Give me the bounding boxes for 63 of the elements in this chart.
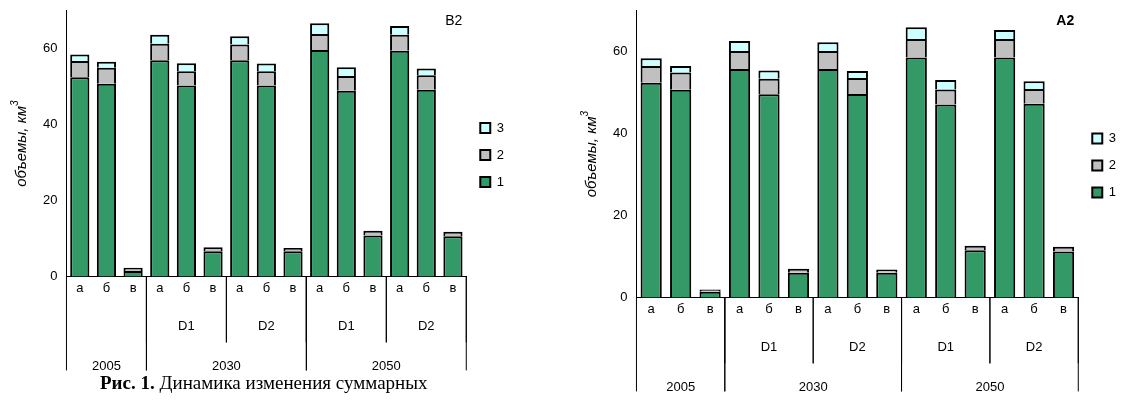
y-tick-label: 60 xyxy=(612,43,628,59)
y-tick-label: 60 xyxy=(42,40,58,56)
x-tick-label: в xyxy=(883,300,891,316)
x-tick-label: б xyxy=(262,279,271,295)
x-tick-label: б xyxy=(102,279,111,295)
text: D1 xyxy=(937,338,955,354)
legend-label: 2 xyxy=(1108,157,1116,173)
y-tick-label: 40 xyxy=(612,125,628,141)
x-tick-label: а xyxy=(647,300,656,316)
y-tick-label: 40 xyxy=(42,116,58,132)
y-tick-label: 0 xyxy=(620,288,628,304)
text: 2050 xyxy=(975,378,1005,394)
x-tick-label: а xyxy=(156,279,165,295)
x-tick-label: а xyxy=(396,279,405,295)
x-tick-label: а xyxy=(1001,300,1010,316)
y-tick-label: 20 xyxy=(42,192,58,208)
x-tick-label: а xyxy=(316,279,325,295)
x-tick-label: в xyxy=(1060,300,1068,316)
y-tick-label: 20 xyxy=(612,207,628,223)
x-tick-label: б xyxy=(676,300,685,316)
text: D1 xyxy=(338,317,355,333)
x-tick-label: в xyxy=(369,279,377,295)
x-tick-label: б xyxy=(342,279,351,295)
x-tick-label: а xyxy=(824,300,833,316)
text: D1 xyxy=(760,338,778,354)
x-tick-label: а xyxy=(735,300,744,316)
x-tick-label: в xyxy=(209,279,217,295)
x-tick-label: в xyxy=(971,300,979,316)
chart-title: A2 xyxy=(1056,11,1075,28)
x-tick-label: а xyxy=(236,279,245,295)
x-tick-label: б xyxy=(182,279,191,295)
x-tick-label: б xyxy=(1030,300,1038,316)
chart-title: B2 xyxy=(445,11,463,28)
text: D2 xyxy=(1025,338,1043,354)
x-tick-label: б xyxy=(853,300,862,316)
x-tick-label: б xyxy=(422,279,431,295)
x-tick-label: в xyxy=(449,279,457,295)
text: D2 xyxy=(417,317,435,333)
legend-label: 3 xyxy=(496,119,504,135)
x-tick-label: в xyxy=(706,300,714,316)
y-axis-title: объемы, км3 xyxy=(8,99,30,187)
text: 2005 xyxy=(91,357,121,373)
x-tick-label: б xyxy=(942,300,950,316)
text: D2 xyxy=(258,317,275,333)
text: 2030 xyxy=(798,378,828,394)
x-tick-label: а xyxy=(912,300,921,316)
x-tick-label: в xyxy=(129,279,137,295)
text: 2030 xyxy=(211,357,241,373)
x-tick-label: а xyxy=(76,279,85,295)
text: D1 xyxy=(178,317,195,333)
y-axis-title: объемы, км3 xyxy=(578,110,600,198)
x-tick-label: в xyxy=(795,300,802,316)
x-tick-label: б xyxy=(765,300,773,316)
text: D2 xyxy=(849,338,866,354)
text: 2050 xyxy=(371,357,401,373)
x-tick-label: в xyxy=(289,279,297,295)
text: 2005 xyxy=(666,378,696,394)
legend-label: 3 xyxy=(1108,130,1116,146)
legend-label: 2 xyxy=(496,146,504,162)
legend-label: 1 xyxy=(1108,184,1116,200)
text: Рис. 1. Динамика изменения суммарных xyxy=(100,372,428,393)
legend-label: 1 xyxy=(496,173,504,189)
y-tick-label: 0 xyxy=(50,267,58,283)
